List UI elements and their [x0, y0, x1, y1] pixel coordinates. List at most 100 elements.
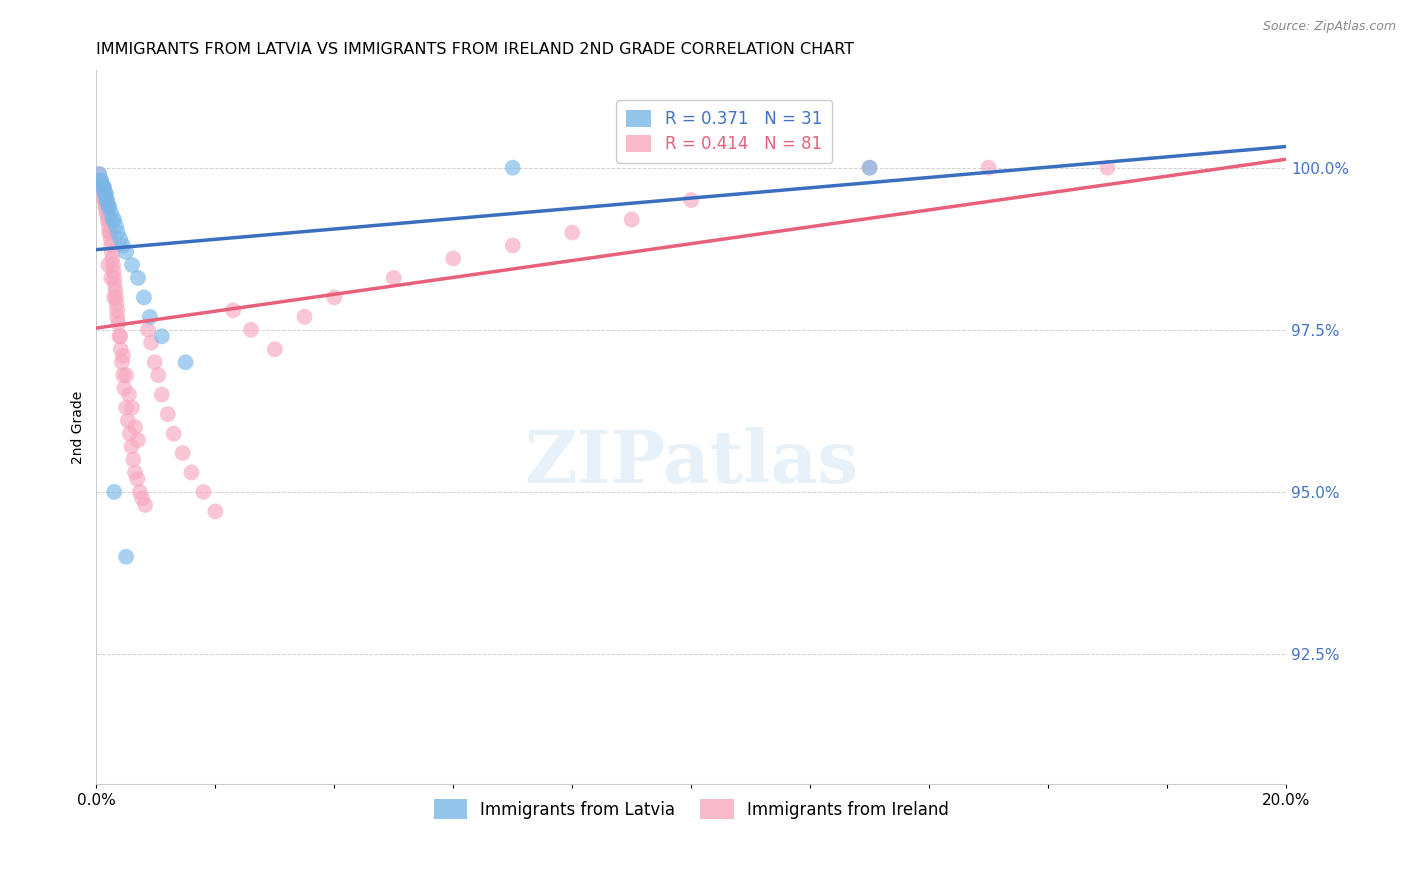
Y-axis label: 2nd Grade: 2nd Grade: [72, 391, 86, 464]
Point: [124, 420, 146, 434]
Point: [103, 484, 125, 499]
Point: [120, 440, 142, 454]
Point: [180, 466, 202, 480]
Point: [110, 343, 132, 357]
Point: [94, 200, 117, 214]
Point: [93, 180, 115, 194]
Point: [103, 271, 125, 285]
Point: [115, 368, 138, 383]
Point: [105, 303, 128, 318]
Point: [89, 174, 111, 188]
Point: [94, 186, 117, 201]
Point: [323, 290, 346, 304]
Point: [124, 466, 146, 480]
Point: [96, 193, 118, 207]
Point: [117, 414, 139, 428]
Point: [90, 174, 112, 188]
Point: [90, 174, 112, 188]
Point: [98, 200, 121, 214]
Point: [222, 303, 245, 318]
Point: [104, 219, 127, 233]
Point: [100, 232, 122, 246]
Point: [103, 264, 125, 278]
Point: [111, 355, 134, 369]
Point: [93, 186, 115, 201]
Point: [139, 335, 162, 350]
Point: [150, 387, 173, 401]
Point: [115, 549, 138, 564]
Point: [118, 387, 141, 401]
Point: [96, 193, 118, 207]
Point: [91, 180, 114, 194]
Point: [97, 219, 120, 233]
Point: [101, 258, 124, 272]
Point: [163, 426, 186, 441]
Point: [98, 226, 121, 240]
Point: [263, 343, 285, 357]
Point: [240, 323, 263, 337]
Point: [620, 212, 643, 227]
Point: [107, 316, 129, 330]
Point: [441, 252, 464, 266]
Point: [100, 238, 122, 252]
Point: [148, 368, 170, 383]
Point: [103, 212, 125, 227]
Point: [101, 252, 124, 266]
Point: [93, 193, 115, 207]
Point: [174, 355, 197, 369]
Point: [115, 245, 138, 260]
Point: [131, 491, 153, 506]
Point: [681, 193, 703, 207]
Text: Source: ZipAtlas.com: Source: ZipAtlas.com: [1263, 20, 1396, 33]
Point: [98, 226, 121, 240]
Point: [89, 167, 111, 181]
Point: [96, 206, 118, 220]
Point: [136, 323, 159, 337]
Point: [294, 310, 316, 324]
Point: [128, 484, 150, 499]
Point: [858, 161, 880, 175]
Point: [100, 271, 122, 285]
Point: [127, 271, 149, 285]
Point: [97, 212, 120, 227]
Point: [96, 206, 118, 220]
Point: [104, 284, 127, 298]
Point: [93, 193, 115, 207]
Point: [105, 310, 128, 324]
Point: [108, 329, 131, 343]
Point: [94, 200, 117, 214]
Point: [121, 258, 143, 272]
Point: [115, 401, 138, 415]
Point: [502, 238, 524, 252]
Point: [139, 310, 162, 324]
Point: [127, 472, 149, 486]
Point: [108, 329, 131, 343]
Point: [127, 433, 149, 447]
Point: [100, 206, 122, 220]
Point: [112, 381, 135, 395]
Point: [132, 290, 155, 304]
Point: [134, 498, 156, 512]
Point: [150, 329, 173, 343]
Point: [977, 161, 1000, 175]
Point: [1097, 161, 1119, 175]
Point: [101, 245, 124, 260]
Legend: Immigrants from Latvia, Immigrants from Ireland: Immigrants from Latvia, Immigrants from …: [427, 793, 956, 825]
Point: [858, 161, 880, 175]
Point: [97, 200, 120, 214]
Text: ZIPatlas: ZIPatlas: [524, 427, 858, 499]
Point: [97, 212, 120, 227]
Point: [91, 180, 114, 194]
Point: [108, 232, 131, 246]
Point: [89, 167, 111, 181]
Point: [91, 180, 114, 194]
Point: [112, 349, 135, 363]
Point: [112, 238, 135, 252]
Point: [101, 212, 124, 227]
Point: [112, 368, 135, 383]
Point: [204, 504, 226, 518]
Point: [105, 297, 128, 311]
Point: [94, 186, 117, 201]
Point: [93, 180, 115, 194]
Point: [104, 290, 127, 304]
